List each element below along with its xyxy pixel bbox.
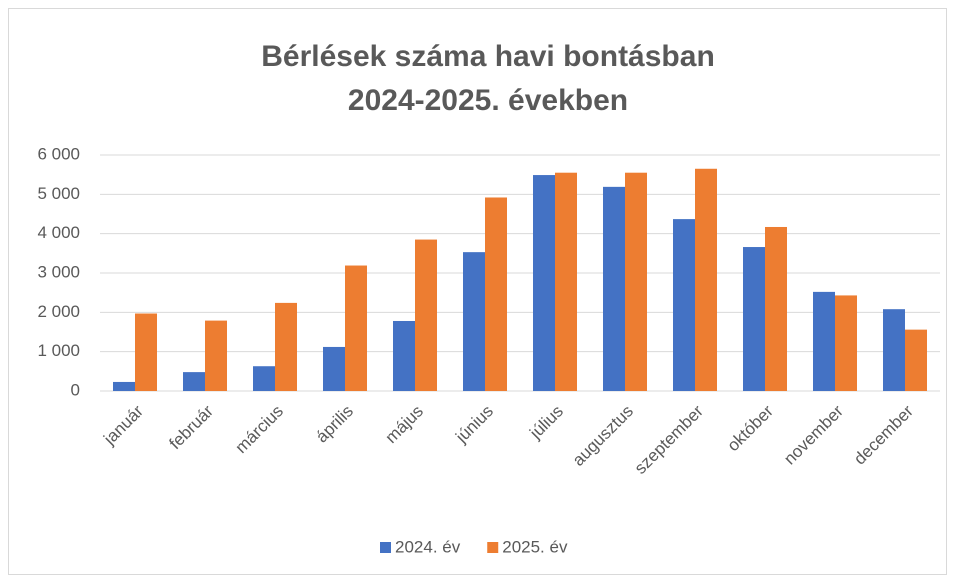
bar (205, 320, 227, 391)
bar (113, 381, 135, 391)
bar (345, 265, 367, 391)
bar (673, 219, 695, 391)
bar (625, 172, 647, 391)
bar (463, 252, 485, 391)
legend-label: 2024. év (395, 537, 461, 556)
bar (533, 175, 555, 391)
y-tick-label: 4 000 (37, 223, 80, 242)
chart-title: 2024-2025. években (348, 84, 628, 117)
bar (253, 366, 275, 391)
bar (393, 320, 415, 391)
y-tick-label: 3 000 (37, 262, 80, 281)
y-tick-label: 2 000 (37, 302, 80, 321)
y-tick-label: 0 (71, 380, 80, 399)
bar (905, 329, 927, 391)
legend-label: 2025. év (502, 537, 568, 556)
bar (275, 302, 297, 391)
y-tick-label: 1 000 (37, 341, 80, 360)
bar (183, 372, 205, 391)
bar (743, 247, 765, 391)
bar (555, 172, 577, 391)
bar (135, 313, 157, 391)
bar (765, 226, 787, 391)
bar (695, 168, 717, 391)
legend-swatch (380, 542, 391, 553)
bar (485, 197, 507, 391)
y-tick-label: 5 000 (37, 184, 80, 203)
y-tick-label: 6 000 (37, 144, 80, 163)
bar (603, 186, 625, 391)
bar (883, 309, 905, 391)
bar (813, 291, 835, 391)
chart-title: Bérlések száma havi bontásban (261, 40, 715, 73)
bar (323, 346, 345, 391)
legend-swatch (487, 542, 499, 553)
bar (415, 239, 437, 391)
bar (835, 295, 857, 391)
